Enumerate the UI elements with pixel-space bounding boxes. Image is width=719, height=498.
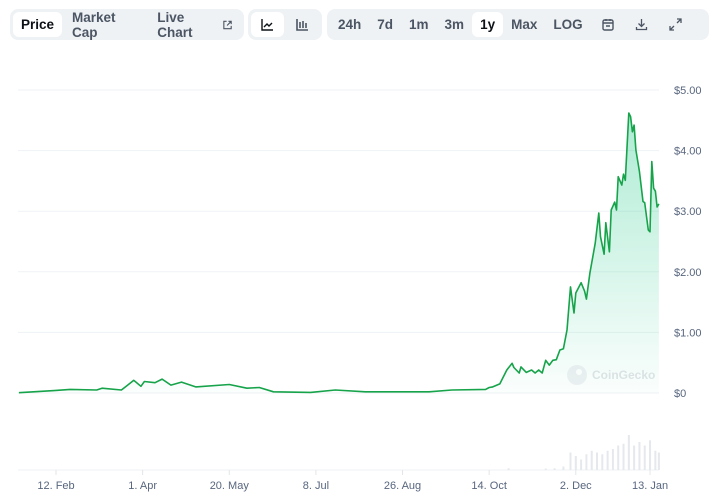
date-range-button[interactable] bbox=[591, 12, 625, 37]
coingecko-watermark: CoinGecko bbox=[567, 365, 655, 385]
volume-bar bbox=[562, 466, 565, 470]
range-24h[interactable]: 24h bbox=[338, 17, 362, 32]
x-tick-label: 20. May bbox=[210, 480, 250, 492]
volume-bar bbox=[649, 440, 652, 470]
chart-type-toggle bbox=[248, 9, 322, 40]
range-1m[interactable]: 1m bbox=[409, 17, 429, 32]
volume-bar bbox=[601, 454, 604, 470]
volume-bar bbox=[627, 435, 630, 470]
volume-bar bbox=[569, 452, 572, 470]
range-max[interactable]: Max bbox=[511, 17, 538, 32]
volume-bar bbox=[657, 452, 660, 470]
candlestick-chart-button[interactable] bbox=[286, 12, 319, 37]
volume-bar bbox=[633, 445, 636, 470]
y-tick-label: $4.00 bbox=[674, 146, 702, 158]
y-tick-label: $5.00 bbox=[674, 85, 702, 97]
tab-market-cap[interactable]: Market Cap bbox=[72, 9, 116, 40]
fullscreen-button[interactable] bbox=[659, 12, 693, 37]
volume-bar bbox=[622, 443, 625, 470]
y-tick-label: $3.00 bbox=[674, 206, 702, 218]
candlestick-chart-icon bbox=[296, 19, 308, 31]
x-tick-label: 14. Oct bbox=[471, 480, 506, 492]
volume-bar bbox=[596, 452, 599, 470]
tab-live-chart[interactable]: Live Chart bbox=[149, 9, 241, 40]
x-tick-label: 26. Aug bbox=[384, 480, 421, 492]
live-chart-label: Live Chart bbox=[157, 9, 193, 40]
x-tick-label: 13. Jan bbox=[632, 480, 668, 492]
external-link-icon bbox=[223, 20, 232, 29]
x-tick-label: 2. Dec bbox=[560, 480, 592, 492]
volume-bar bbox=[507, 468, 510, 470]
svg-text:CoinGecko: CoinGecko bbox=[592, 368, 655, 382]
volume-bar bbox=[544, 468, 547, 470]
y-tick-label: $2.00 bbox=[674, 267, 702, 279]
volume-bar bbox=[643, 445, 646, 470]
line-chart-button[interactable] bbox=[251, 12, 284, 37]
volume-bar bbox=[611, 449, 614, 470]
price-area-fill bbox=[18, 113, 659, 393]
volume-bar bbox=[585, 454, 588, 470]
download-icon bbox=[635, 19, 648, 31]
range-3m[interactable]: 3m bbox=[444, 17, 465, 32]
volume-bar bbox=[590, 450, 593, 470]
range-7d[interactable]: 7d bbox=[377, 17, 394, 32]
volume-bar bbox=[574, 456, 577, 470]
range-1y[interactable]: 1y bbox=[472, 12, 504, 37]
y-tick-label: $0 bbox=[674, 388, 686, 400]
range-toolbar: 24h 7d 1m 3m 1y Max LOG bbox=[327, 9, 709, 40]
volume-bar bbox=[553, 468, 556, 470]
y-tick-label: $1.00 bbox=[674, 327, 702, 339]
volume-bar bbox=[606, 450, 609, 470]
download-button[interactable] bbox=[625, 12, 659, 37]
calendar-icon bbox=[601, 19, 614, 31]
x-tick-label: 1. Apr bbox=[128, 480, 157, 492]
x-tick-label: 8. Jul bbox=[303, 480, 329, 492]
volume-bar bbox=[654, 450, 657, 470]
log-scale-toggle[interactable]: LOG bbox=[553, 17, 583, 32]
price-line bbox=[18, 112, 660, 394]
volume-bar bbox=[638, 442, 641, 470]
expand-icon bbox=[669, 18, 682, 31]
view-tabs: Price Market Cap Live Chart bbox=[10, 9, 244, 40]
volume-bar bbox=[617, 445, 620, 470]
line-chart-icon bbox=[261, 19, 273, 31]
volume-bar bbox=[580, 459, 583, 470]
x-tick-label: 12. Feb bbox=[37, 480, 74, 492]
tab-price[interactable]: Price bbox=[13, 12, 63, 37]
